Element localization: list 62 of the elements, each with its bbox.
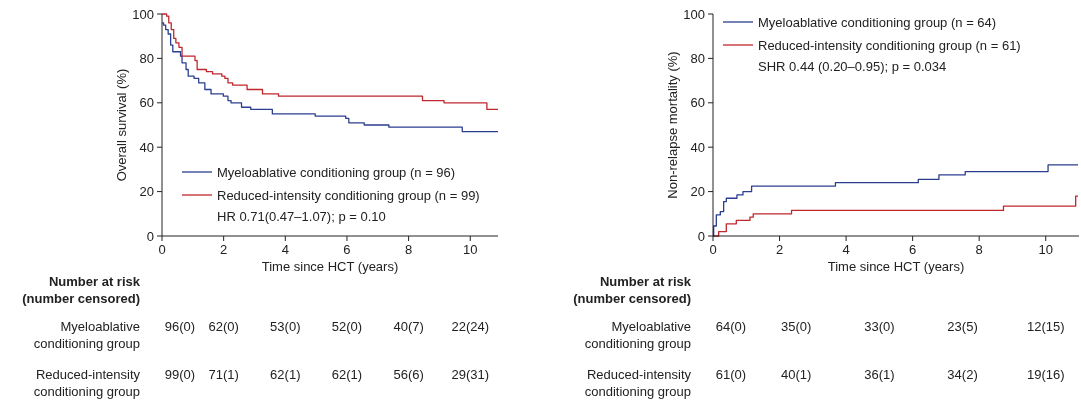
text: 40(7) bbox=[393, 319, 424, 334]
x-axis-title: Time since HCT (years) bbox=[261, 259, 399, 274]
text: 40(1) bbox=[781, 367, 812, 382]
text: 29(31) bbox=[451, 367, 490, 382]
y-tick-label: 80 bbox=[690, 50, 705, 66]
legend-label: Reduced-intensity conditioning group (n = 61) bbox=[758, 37, 1021, 53]
x-tick-label: 0 bbox=[709, 242, 717, 257]
text: 35(0) bbox=[781, 319, 812, 334]
x-tick-label: 6 bbox=[343, 242, 351, 257]
y-tick-label: 40 bbox=[139, 139, 154, 155]
text: 52(0) bbox=[331, 319, 363, 334]
text: 33(0) bbox=[864, 319, 895, 334]
annotation: HR 0.71(0.47–1.07); p = 0.10 bbox=[217, 208, 386, 224]
y-tick-label: 100 bbox=[132, 6, 154, 22]
text: 61(0) bbox=[715, 367, 747, 382]
text: Number at risk (number censored) bbox=[22, 274, 141, 306]
text: 62(1) bbox=[331, 367, 363, 382]
text: 12(15) bbox=[1026, 319, 1065, 334]
text: 96(0) bbox=[164, 319, 196, 334]
text: 99(0) bbox=[164, 367, 196, 382]
text: 64(0) bbox=[715, 319, 747, 334]
text: Reduced-intensity conditioning group bbox=[33, 367, 141, 399]
x-axis-title: Time since HCT (years) bbox=[827, 259, 965, 274]
y-tick-label: 60 bbox=[690, 95, 705, 111]
x-tick-label: 2 bbox=[775, 242, 784, 257]
x-tick-label: 8 bbox=[404, 242, 413, 257]
text: Number at risk (number censored) bbox=[573, 274, 692, 306]
text: 62(0) bbox=[208, 319, 239, 334]
text: Myeloablative conditioning group bbox=[584, 319, 691, 351]
y-tick-label: 0 bbox=[146, 228, 154, 244]
y-tick-label: 60 bbox=[139, 95, 154, 111]
y-tick-label: 40 bbox=[690, 139, 705, 155]
x-tick-label: 10 bbox=[1038, 242, 1053, 257]
text: Reduced-intensity conditioning group bbox=[584, 367, 692, 399]
x-tick-label: 10 bbox=[463, 242, 478, 257]
x-tick-label: 0 bbox=[158, 242, 166, 257]
y-tick-label: 100 bbox=[683, 6, 705, 22]
y-tick-label: 80 bbox=[139, 50, 154, 66]
text: Myeloablative conditioning group bbox=[33, 319, 140, 351]
annotation: SHR 0.44 (0.20–0.95); p = 0.034 bbox=[758, 58, 947, 74]
legend-label: Myeloablative conditioning group (n = 96) bbox=[217, 164, 456, 180]
y-tick-label: 20 bbox=[690, 184, 705, 200]
x-tick-label: 8 bbox=[975, 242, 983, 257]
text: 36(1) bbox=[864, 367, 895, 382]
text: 23(5) bbox=[947, 319, 978, 334]
x-tick-label: 2 bbox=[220, 242, 228, 257]
x-tick-label: 4 bbox=[281, 242, 289, 257]
y-tick-label: 0 bbox=[697, 228, 705, 244]
legend-label: Myeloablative conditioning group (n = 64) bbox=[758, 14, 997, 30]
text: 22(24) bbox=[451, 319, 490, 334]
y-axis-title: Non-relapse mortality (%) bbox=[665, 51, 680, 199]
text: 56(6) bbox=[393, 367, 424, 382]
text: 71(1) bbox=[208, 367, 239, 382]
x-tick-label: 4 bbox=[842, 242, 850, 257]
text: 34(2) bbox=[947, 367, 978, 382]
text: 62(1) bbox=[270, 367, 301, 382]
legend-label: Reduced-intensity conditioning group (n = 99) bbox=[217, 187, 480, 203]
x-tick-label: 6 bbox=[909, 242, 917, 257]
text: 53(0) bbox=[270, 319, 301, 334]
y-axis-title: Overall survival (%) bbox=[114, 68, 129, 182]
text: 19(16) bbox=[1026, 367, 1065, 382]
y-tick-label: 20 bbox=[139, 184, 154, 200]
